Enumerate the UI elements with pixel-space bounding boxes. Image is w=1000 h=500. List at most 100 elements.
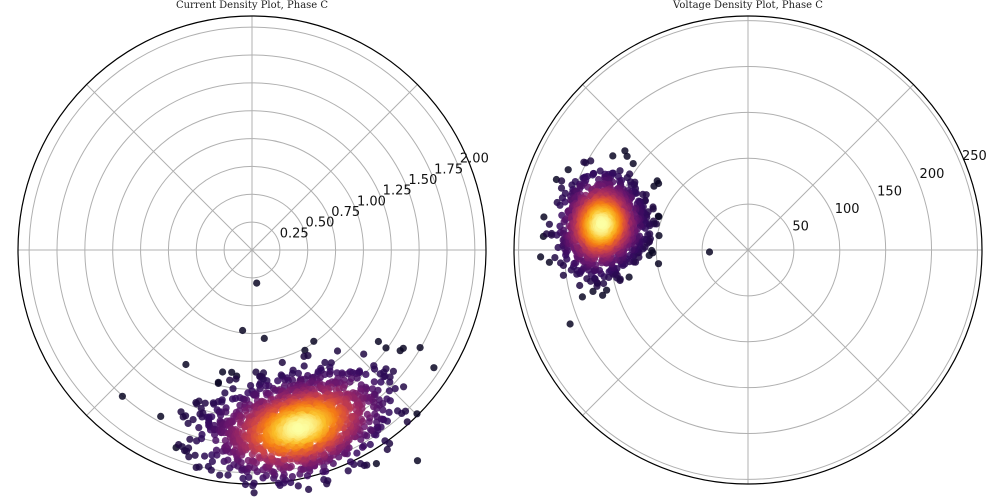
theta-gridline <box>86 84 253 251</box>
scatter-point <box>545 258 554 266</box>
scatter-point <box>278 358 286 367</box>
plot-title: Voltage Density Plot, Phase C <box>672 0 823 11</box>
scatter-point <box>218 398 226 406</box>
scatter-point <box>597 220 606 228</box>
r-tick-label: 2.00 <box>460 152 489 167</box>
scatter-point <box>627 181 635 189</box>
scatter-point <box>366 440 374 449</box>
scatter-point <box>589 171 597 179</box>
scatter-point <box>385 408 393 416</box>
scatter-point <box>353 449 361 457</box>
scatter-point <box>367 426 375 434</box>
scatter-point <box>537 253 545 261</box>
scatter-point <box>371 365 379 373</box>
scatter-point <box>224 471 232 479</box>
scatter-point <box>386 378 394 386</box>
scatter-point <box>193 400 201 408</box>
scatter-point <box>214 379 222 387</box>
scatter-point <box>413 457 422 465</box>
scatter-point <box>344 467 352 475</box>
scatter-point <box>383 445 391 454</box>
r-gridline <box>140 138 364 362</box>
scatter-point <box>244 389 252 397</box>
scatter-point <box>589 287 597 295</box>
scatter-point <box>403 418 411 426</box>
scatter-point <box>229 385 237 393</box>
scatter-point <box>118 392 126 400</box>
scatter-point <box>368 385 377 393</box>
scatter-point <box>186 435 194 443</box>
current-density-polar-plot: Current Density Plot, Phase C 0.250.500.… <box>17 0 489 497</box>
scatter-point <box>288 369 296 378</box>
scatter-point <box>305 485 313 493</box>
scatter-point <box>300 362 308 370</box>
scatter-point <box>222 408 230 416</box>
scatter-point <box>300 352 308 360</box>
r-tick-label: 1.50 <box>408 173 437 188</box>
scatter-point <box>241 480 250 489</box>
scatter-point <box>639 190 647 198</box>
scatter-point <box>321 358 329 367</box>
scatter-point <box>374 337 382 346</box>
scatter-point <box>360 442 368 450</box>
scatter-point <box>224 456 232 464</box>
scatter-point <box>382 344 390 352</box>
scatter-point <box>252 391 260 400</box>
scatter-point <box>333 347 342 355</box>
r-gridline <box>223 221 281 279</box>
theta-gridline <box>747 249 914 416</box>
theta-gridline <box>582 249 749 416</box>
scatter-point <box>609 152 617 160</box>
scatter-point <box>182 360 190 369</box>
scatter-point <box>185 444 193 452</box>
scatter-point <box>182 412 190 420</box>
scatter-point <box>583 275 591 283</box>
scatter-point <box>228 368 236 376</box>
scatter-point <box>363 410 371 418</box>
scatter-point <box>347 458 355 466</box>
scatter-point <box>389 367 397 375</box>
scatter-point <box>400 383 408 391</box>
scatter-point <box>260 334 268 342</box>
scatter-point <box>198 430 206 439</box>
scatter-point <box>653 177 661 185</box>
scatter-point <box>221 389 229 397</box>
scatter-point <box>623 152 631 160</box>
scatter-point <box>551 254 559 262</box>
r-tick-label: 250 <box>962 149 987 164</box>
scatter-point <box>650 182 658 190</box>
scatter-point <box>301 346 309 354</box>
scatter-point <box>294 369 302 377</box>
theta-gridline <box>582 84 749 251</box>
r-gridline <box>655 157 841 343</box>
scatter-point <box>294 482 302 490</box>
scatter-point <box>250 489 258 497</box>
scatter-point <box>212 446 221 454</box>
scatter-points <box>537 147 714 328</box>
scatter-point <box>356 460 365 468</box>
scatter-point <box>226 376 234 384</box>
scatter-point <box>616 167 624 175</box>
r-tick-label: 1.75 <box>434 162 463 177</box>
scatter-point <box>578 293 587 301</box>
scatter-point <box>239 326 247 335</box>
scatter-point <box>372 460 380 468</box>
scatter-point <box>362 370 370 378</box>
plot-title: Current Density Plot, Phase C <box>176 0 328 11</box>
scatter-point <box>320 476 328 484</box>
scatter-point <box>208 457 216 465</box>
scatter-point <box>219 368 227 376</box>
scatter-point <box>540 213 548 221</box>
scatter-point <box>370 378 378 386</box>
scatter-point <box>229 418 237 426</box>
theta-gridline <box>747 84 914 251</box>
scatter-point <box>262 472 270 480</box>
scatter-point <box>413 410 421 418</box>
r-tick-label: 0.75 <box>331 205 360 220</box>
scatter-point <box>371 410 379 418</box>
scatter-point <box>381 437 389 445</box>
scatter-point <box>545 220 554 228</box>
scatter-point <box>201 399 209 407</box>
scatter-point <box>281 455 289 463</box>
